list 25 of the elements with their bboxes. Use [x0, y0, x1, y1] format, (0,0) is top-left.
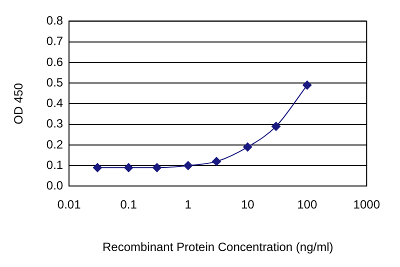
point: [184, 161, 193, 170]
point: [152, 163, 162, 172]
y-tick-label: 0.3: [46, 116, 64, 131]
point: [302, 80, 312, 90]
y-tick-label: 0.1: [46, 158, 64, 172]
point: [243, 142, 252, 152]
y-tick-label: 0.7: [46, 34, 64, 48]
x-tick-label: 0.01: [57, 198, 82, 212]
x-tick-label: 0.1: [120, 198, 138, 212]
y-tick-label: 0.4: [46, 96, 64, 110]
y-axis-title: OD 450: [12, 82, 26, 124]
point: [92, 163, 102, 172]
x-tick-label: 1000: [353, 198, 380, 212]
y-tick-label: 0.5: [46, 75, 64, 90]
y-tick-label: 0.0: [46, 178, 64, 193]
y-tick-label: 0.2: [46, 137, 64, 152]
y-tick-label: 0.6: [46, 54, 64, 69]
point: [272, 122, 281, 131]
x-tick-label: 100: [297, 198, 318, 212]
point: [124, 163, 134, 172]
x-axis-title: Recombinant Protein Concentration (ng/ml): [102, 240, 334, 254]
x-tick-label: 1: [184, 198, 192, 212]
y-tick-label: 0.8: [46, 14, 64, 28]
x-tick-label: 10: [240, 198, 255, 212]
point: [212, 156, 222, 166]
